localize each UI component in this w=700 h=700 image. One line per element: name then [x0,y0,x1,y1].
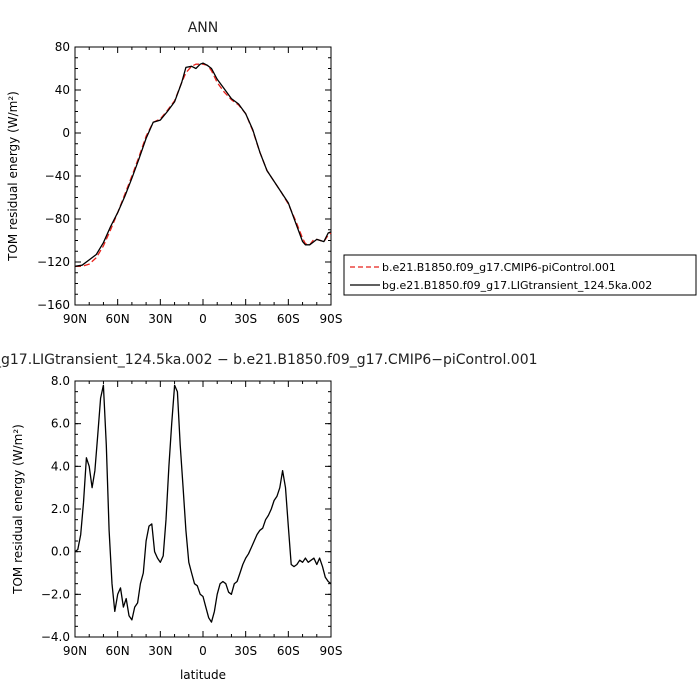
series-line-2 [74,62,332,267]
legend-label-2: bg.e21.B1850.f09_g17.LIGtransient_124.5k… [382,279,652,292]
y-tick-label: −120 [37,255,70,269]
x-tick-label: 60S [277,312,300,326]
x-tick-label: 30N [148,312,172,326]
y-tick-label: 0 [62,126,70,140]
y-tick-label: −2.0 [41,587,70,601]
x-tick-label: 60N [106,312,130,326]
chart-panel-1 [74,46,697,306]
chart-title: ANN [188,20,219,36]
y-tick-label: −40 [45,169,70,183]
x-tick-label: 90N [63,644,87,658]
x-tick-label: 30S [234,644,257,658]
x-tick-label: 90N [63,312,87,326]
x-tick-label: 30N [148,644,172,658]
y-tick-label: −4.0 [41,630,70,644]
series-line-1 [75,63,332,267]
x-tick-label: 30S [234,312,257,326]
y-axis-label: TOM residual energy (W/m²) [11,424,25,595]
chart-panel-2 [74,380,332,638]
x-axis-label: latitude [180,668,226,682]
legend-box [343,254,697,296]
series-line-1 [74,384,332,623]
y-tick-label: 40 [55,83,70,97]
x-tick-label: 60S [277,644,300,658]
y-tick-label: 0.0 [51,545,70,559]
y-axis-label: TOM residual energy (W/m²) [6,91,20,262]
y-tick-label: −160 [37,298,70,312]
x-tick-label: 90S [320,312,343,326]
x-tick-label: 60N [106,644,130,658]
y-tick-label: 4.0 [51,459,70,473]
y-tick-label: 80 [55,40,70,54]
legend-label-1: b.e21.B1850.f09_g17.CMIP6-piControl.001 [382,261,616,274]
plot-frame [74,46,332,306]
y-tick-label: 6.0 [51,417,70,431]
x-tick-label: 0 [199,312,207,326]
x-tick-label: 0 [199,644,207,658]
x-tick-label: 90S [320,644,343,658]
y-tick-label: 8.0 [51,374,70,388]
y-tick-label: −80 [45,212,70,226]
chart-title: bg.e21.B1850.f09_g17.LIGtransient_124.5k… [0,352,538,368]
y-tick-label: 2.0 [51,502,70,516]
